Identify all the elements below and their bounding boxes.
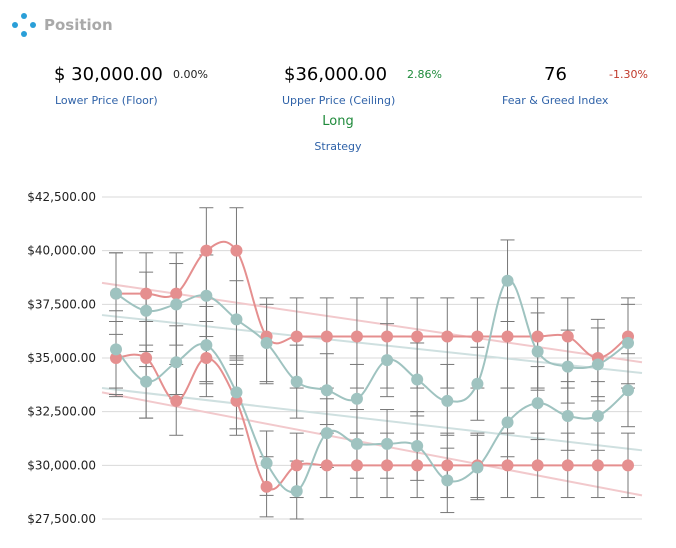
y-tick-label: $35,000.00 — [27, 351, 96, 365]
series-line-pink — [116, 240, 629, 360]
data-point — [170, 298, 183, 311]
data-point — [290, 375, 303, 388]
data-point — [501, 416, 514, 429]
price-chart: $27,500.00 $30,000.00 $32,500.00 $35,000.00… — [27, 190, 643, 526]
data-point — [200, 352, 213, 364]
upper-price-value: $36,000.00 — [284, 64, 388, 85]
upper-price-change: 2.86% — [407, 68, 442, 81]
data-point — [200, 244, 213, 257]
data-point — [260, 336, 273, 349]
fear-greed-label: Fear & Greed Index — [502, 94, 609, 107]
data-point — [591, 358, 604, 371]
data-point — [230, 386, 243, 399]
data-point — [320, 330, 333, 343]
data-point — [110, 287, 122, 300]
data-point — [381, 459, 394, 472]
data-point — [531, 345, 544, 358]
y-tick-label: $40,000.00 — [27, 244, 96, 258]
lower-price-label: Lower Price (Floor) — [55, 94, 158, 107]
data-point — [381, 437, 394, 450]
data-point — [591, 409, 604, 422]
y-tick-label: $32,500.00 — [27, 405, 96, 419]
data-point — [411, 440, 424, 453]
data-point — [230, 313, 243, 326]
trend-line — [101, 281, 643, 364]
data-point — [320, 384, 333, 397]
data-point — [622, 384, 634, 397]
lower-price-value: $ 30,000.00 — [54, 64, 163, 85]
series-line-teal — [115, 343, 629, 494]
data-point — [501, 330, 514, 343]
series-line-teal — [115, 279, 629, 403]
lower-price-metric: $ 30,000.00 0.00% Lower Price (Floor) — [54, 64, 208, 107]
y-tick-label: $27,500.00 — [27, 512, 96, 526]
upper-price-metric: $36,000.00 2.86% Upper Price (Ceiling) — [282, 64, 442, 107]
data-point — [320, 459, 333, 472]
data-point — [531, 397, 544, 410]
data-point — [290, 459, 303, 472]
data-point — [170, 287, 183, 300]
data-point — [441, 330, 454, 343]
data-point — [110, 343, 122, 356]
data-point — [110, 352, 122, 364]
data-point — [350, 459, 363, 472]
data-point — [350, 437, 363, 450]
data-point — [320, 427, 333, 440]
lower-price-change: 0.00% — [173, 68, 208, 81]
data-point — [200, 289, 213, 302]
y-tick-label: $42,500.00 — [27, 190, 96, 204]
strategy-value: Long — [322, 114, 354, 129]
data-point — [230, 244, 243, 257]
data-point — [350, 392, 363, 405]
fear-greed-value: 76 — [544, 64, 567, 85]
data-point — [260, 457, 273, 470]
data-point — [411, 373, 424, 386]
data-point — [381, 354, 394, 367]
data-point — [200, 339, 213, 352]
data-point — [471, 461, 484, 474]
strategy-label: Strategy — [314, 140, 362, 153]
data-point — [531, 330, 544, 343]
page-title: Position — [44, 16, 113, 34]
data-point — [561, 360, 574, 373]
y-tick-label: $37,500.00 — [27, 297, 96, 311]
data-point — [140, 287, 153, 300]
data-point — [140, 352, 153, 364]
blue-dots-icon — [12, 13, 36, 37]
data-point — [140, 375, 153, 388]
data-point — [170, 394, 183, 407]
data-point — [290, 485, 303, 498]
data-point — [140, 304, 153, 317]
data-point — [260, 480, 273, 493]
data-point — [411, 330, 424, 343]
data-point — [531, 459, 544, 472]
data-point — [411, 459, 424, 472]
data-point — [561, 409, 574, 422]
data-point — [501, 459, 514, 472]
data-point — [381, 330, 394, 343]
data-point — [350, 330, 363, 343]
data-point — [622, 459, 634, 472]
series-line-pink — [115, 353, 628, 491]
data-point — [290, 330, 303, 343]
data-point — [170, 356, 183, 369]
trend-line — [101, 387, 643, 452]
header: Position — [12, 10, 113, 40]
data-point — [441, 474, 454, 487]
data-point — [622, 336, 634, 349]
y-tick-label: $30,000.00 — [27, 458, 96, 472]
fear-greed-change: -1.30% — [609, 68, 648, 81]
data-point — [441, 459, 454, 472]
data-point — [230, 394, 243, 407]
upper-price-label: Upper Price (Ceiling) — [282, 94, 396, 107]
data-point — [471, 377, 484, 390]
data-point — [561, 459, 574, 472]
fear-greed-metric: 76 -1.30% Fear & Greed Index — [502, 64, 648, 107]
data-point — [501, 274, 514, 287]
data-point — [441, 394, 454, 407]
data-point — [471, 330, 484, 343]
data-point — [591, 459, 604, 472]
data-point — [561, 330, 574, 343]
